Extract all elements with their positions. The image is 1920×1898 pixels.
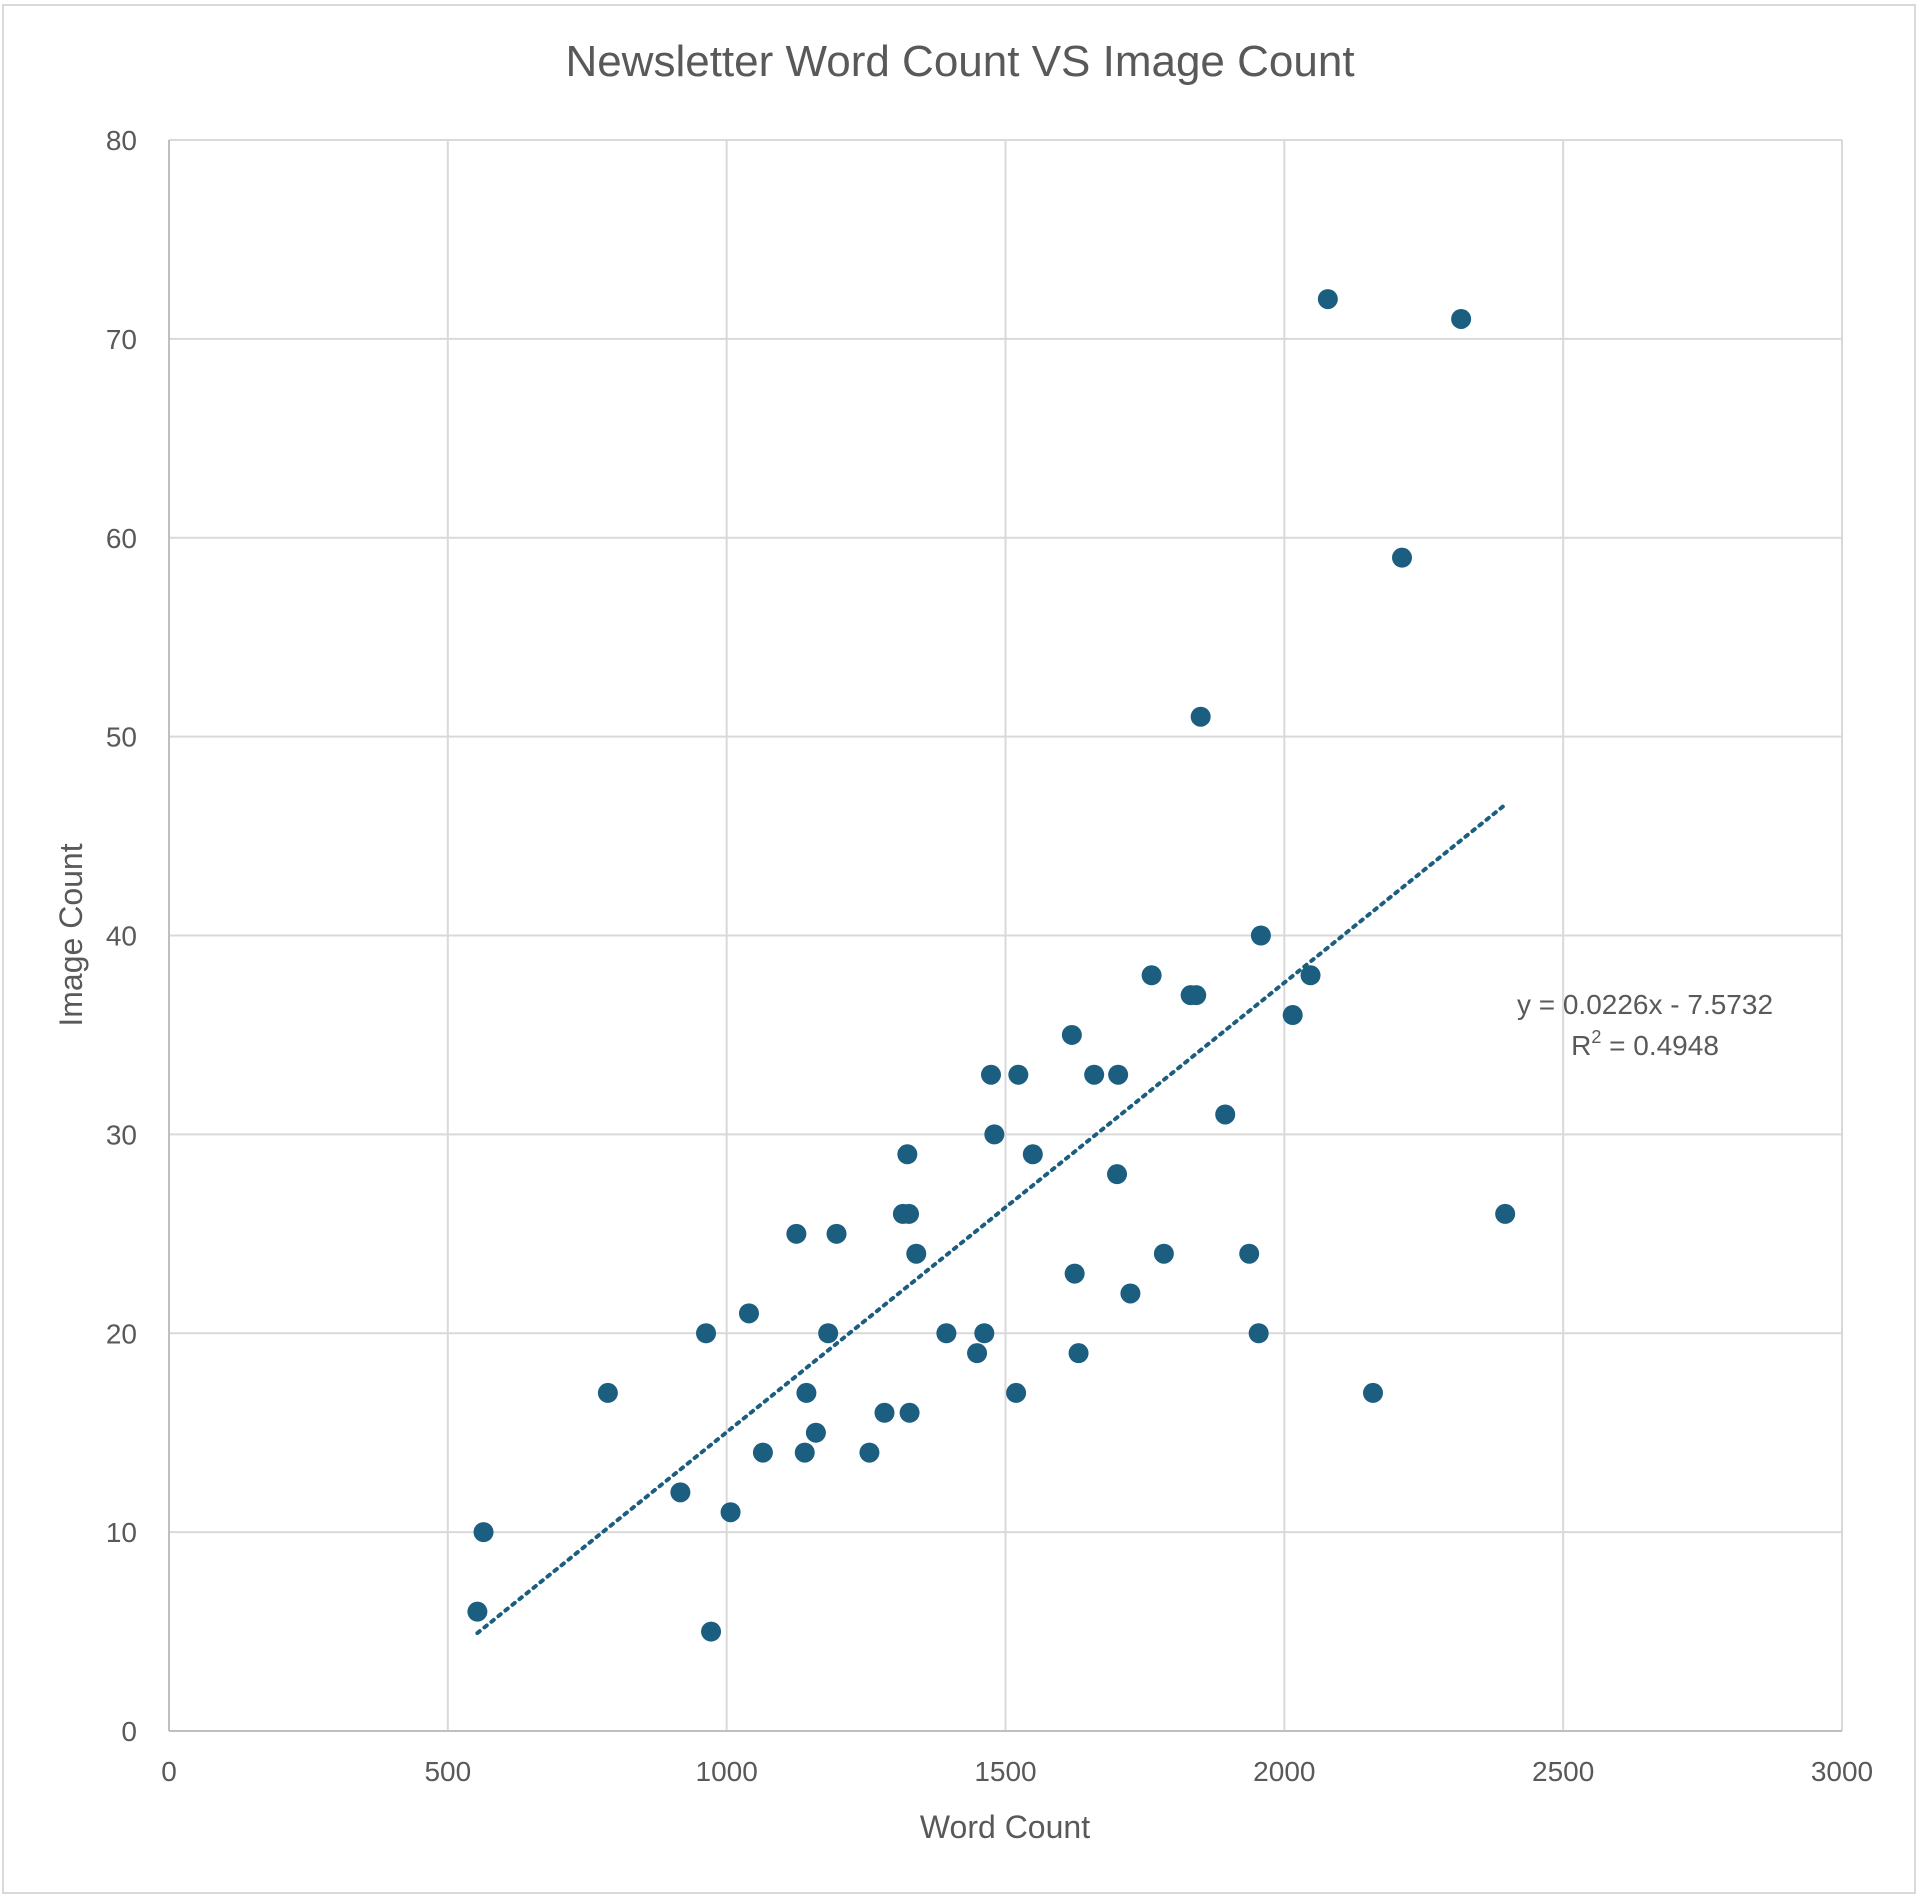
x-tick-label: 1500 (974, 1756, 1036, 1787)
data-point (1248, 1323, 1269, 1344)
data-point (1064, 1263, 1085, 1284)
data-point (899, 1203, 920, 1224)
data-point (1495, 1203, 1516, 1224)
r-squared-prefix: R (1571, 1030, 1591, 1061)
trendline-equation: y = 0.0226x - 7.5732 (1517, 989, 1773, 1020)
data-point (597, 1382, 618, 1403)
data-point (670, 1482, 691, 1503)
y-tick-label: 20 (106, 1318, 137, 1349)
labels: Newsletter Word Count VS Image Count Wor… (53, 37, 1773, 1845)
y-tick-label: 0 (121, 1716, 137, 1747)
data-point (859, 1442, 880, 1463)
chart-title: Newsletter Word Count VS Image Count (565, 37, 1354, 86)
data-point (1008, 1064, 1029, 1085)
data-point (974, 1323, 995, 1344)
data-point (467, 1601, 488, 1622)
x-tick-label: 3000 (1811, 1756, 1873, 1787)
trendline (475, 802, 1508, 1636)
data-point (1300, 965, 1321, 986)
chart-frame (2, 4, 1916, 1894)
y-axis-title: Image Count (53, 843, 89, 1026)
x-tick-label: 1000 (696, 1756, 758, 1787)
x-tick-label: 2500 (1532, 1756, 1594, 1787)
x-axis-title: Word Count (920, 1809, 1090, 1845)
data-point (1120, 1283, 1141, 1304)
data-point (1190, 706, 1211, 727)
y-tick-label: 60 (106, 523, 137, 554)
data-points (467, 289, 1516, 1642)
data-point (701, 1621, 722, 1642)
x-tick-label: 500 (424, 1756, 471, 1787)
data-point (805, 1422, 826, 1443)
gridlines (168, 139, 1843, 1732)
data-point (984, 1124, 1005, 1145)
data-point (826, 1223, 847, 1244)
data-point (1282, 1005, 1303, 1026)
data-point (738, 1303, 759, 1324)
data-point (1392, 547, 1413, 568)
y-tick-label: 30 (106, 1119, 137, 1150)
data-point (720, 1502, 741, 1523)
data-point (1239, 1243, 1260, 1264)
x-tick-label: 0 (161, 1756, 177, 1787)
r-squared-superscript: 2 (1591, 1027, 1601, 1047)
data-point (1317, 289, 1338, 310)
data-point (897, 1144, 918, 1165)
data-point (1084, 1064, 1105, 1085)
data-point (906, 1243, 927, 1264)
data-point (696, 1323, 717, 1344)
data-point (899, 1402, 920, 1423)
x-tick-label: 2000 (1253, 1756, 1315, 1787)
data-point (1363, 1382, 1384, 1403)
y-tick-label: 80 (106, 125, 137, 156)
data-point (1022, 1144, 1043, 1165)
data-point (1215, 1104, 1236, 1125)
data-point (1006, 1382, 1027, 1403)
r-squared-value: = 0.4948 (1601, 1030, 1719, 1061)
axes: 0 10 20 30 40 50 60 70 80 0 500 1000 1500 2000 2500 300… (106, 125, 1873, 1787)
data-point (1068, 1343, 1089, 1364)
data-point (818, 1323, 839, 1344)
y-tick-label: 50 (106, 722, 137, 753)
data-point (786, 1223, 807, 1244)
data-point (874, 1402, 895, 1423)
data-point (936, 1323, 957, 1344)
y-tick-label: 70 (106, 324, 137, 355)
data-point (1107, 1164, 1128, 1185)
y-tick-label: 40 (106, 921, 137, 952)
trendline-layer (475, 802, 1508, 1636)
data-point (1451, 308, 1472, 329)
data-point (1108, 1064, 1129, 1085)
data-point (796, 1382, 817, 1403)
trendline-r-squared: R2 = 0.4948 (1571, 1027, 1719, 1061)
data-point (1141, 965, 1162, 986)
data-point (473, 1522, 494, 1543)
data-point (1250, 925, 1271, 946)
data-point (967, 1343, 988, 1364)
data-point (794, 1442, 815, 1463)
data-point (752, 1442, 773, 1463)
data-point (1153, 1243, 1174, 1264)
y-tick-label: 10 (106, 1517, 137, 1548)
data-point (1186, 985, 1207, 1006)
data-point (1061, 1024, 1082, 1045)
data-point (981, 1064, 1002, 1085)
